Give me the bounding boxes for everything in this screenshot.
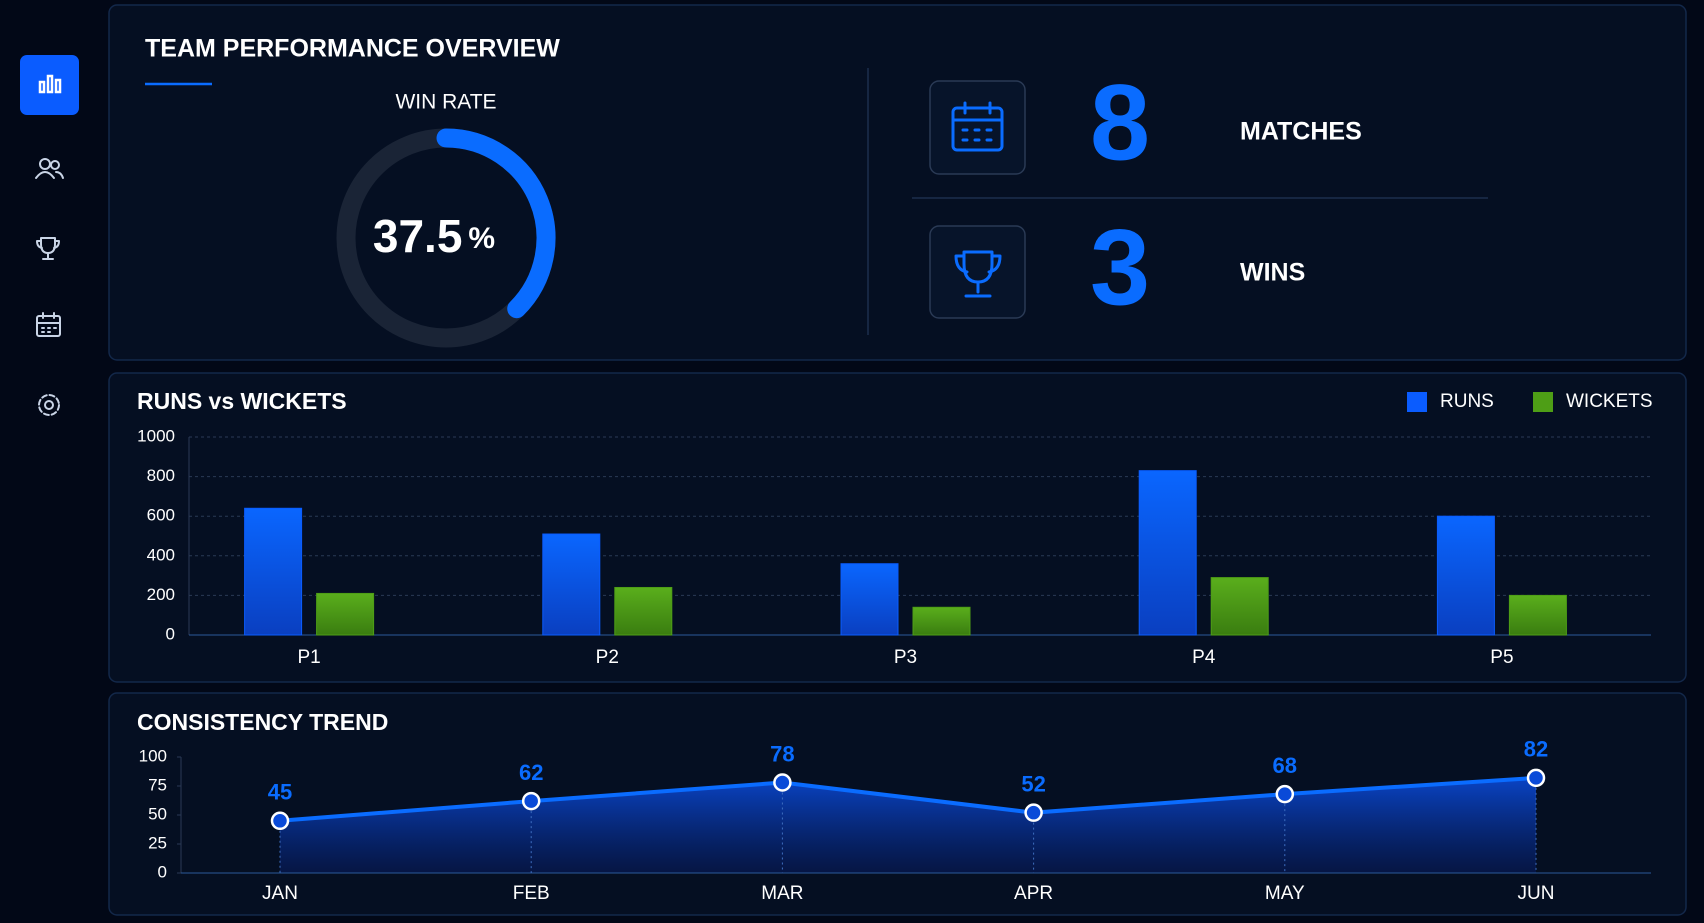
- gauge-unit: %: [468, 222, 495, 255]
- y-tick-label: 1000: [137, 426, 175, 445]
- x-tick-label: MAY: [1265, 883, 1305, 904]
- bar: [542, 533, 601, 636]
- x-tick-label: P4: [1192, 647, 1216, 668]
- legend-label: WICKETS: [1566, 391, 1653, 412]
- y-tick-label: 800: [147, 466, 175, 485]
- bar: [1436, 515, 1495, 636]
- x-tick-label: MAR: [761, 883, 803, 904]
- overview-title: TEAM PERFORMANCE OVERVIEW: [145, 35, 560, 63]
- kpi-label: WINS: [1240, 259, 1305, 287]
- x-tick-label: FEB: [513, 883, 550, 904]
- y-tick-label: 0: [166, 624, 175, 643]
- bar: [1508, 594, 1567, 636]
- calendar-icon: [951, 101, 1004, 152]
- gauge-arc: [436, 128, 556, 319]
- kpi-label: MATCHES: [1240, 118, 1362, 146]
- legend-label: RUNS: [1440, 391, 1494, 412]
- area: [280, 777, 1536, 873]
- gauge-title: WIN RATE: [395, 91, 496, 114]
- data-label: 78: [770, 741, 794, 766]
- line: [279, 775, 1537, 823]
- x-tick-label: P2: [596, 647, 619, 668]
- point: [773, 773, 792, 792]
- data-label: 52: [1021, 771, 1045, 796]
- point: [1275, 784, 1295, 804]
- bar: [1210, 577, 1269, 636]
- y-tick-label: 50: [148, 804, 167, 823]
- bar: [840, 563, 899, 636]
- y-tick-label: 400: [147, 545, 175, 564]
- y-tick-label: 75: [148, 775, 167, 794]
- x-tick-label: P3: [894, 647, 917, 668]
- x-tick-label: JUN: [1518, 883, 1555, 904]
- y-tick-label: 600: [147, 506, 175, 525]
- bar: [244, 507, 303, 636]
- y-tick-label: 100: [139, 746, 167, 765]
- sidebar: [20, 55, 79, 416]
- point: [1024, 803, 1043, 822]
- y-tick-label: 0: [158, 862, 167, 881]
- x-tick-label: P5: [1490, 647, 1513, 668]
- nav-calendar[interactable]: [36, 312, 61, 337]
- bar: [316, 592, 375, 636]
- data-label: 62: [519, 760, 543, 785]
- kpi-icon-box: [929, 80, 1026, 175]
- overview-panel: [108, 4, 1687, 361]
- bar: [614, 586, 673, 636]
- gauge-value: 37.5%: [373, 210, 495, 262]
- nav-dashboard-icon: [38, 74, 62, 94]
- data-label: 82: [1524, 737, 1548, 762]
- legend-swatch: [1533, 392, 1553, 412]
- x-tick-label: P1: [297, 647, 320, 668]
- nav-team[interactable]: [35, 158, 64, 179]
- data-label: 68: [1273, 753, 1297, 778]
- kpi-value: 3: [1090, 207, 1150, 328]
- y-tick-label: 25: [148, 833, 167, 852]
- data-label: 45: [268, 780, 292, 805]
- bar: [912, 606, 971, 636]
- bar: [1138, 470, 1197, 636]
- trophy-icon: [954, 250, 1002, 298]
- point: [521, 791, 541, 811]
- chart-title: CONSISTENCY TREND: [137, 709, 388, 735]
- nav-settings[interactable]: [38, 394, 60, 416]
- point: [1526, 768, 1546, 788]
- nav-dashboard[interactable]: [20, 55, 79, 115]
- chart-title: RUNS vs WICKETS: [137, 388, 347, 414]
- gauge-number: 37.5: [373, 210, 463, 262]
- legend-swatch: [1407, 392, 1427, 412]
- x-tick-label: APR: [1014, 883, 1053, 904]
- kpi-value: 8: [1090, 62, 1150, 183]
- x-tick-label: JAN: [262, 883, 298, 904]
- point: [270, 811, 290, 831]
- nav-trophy[interactable]: [36, 237, 60, 260]
- kpi-icon-box: [929, 225, 1026, 319]
- bar-panel: [108, 372, 1687, 683]
- y-tick-label: 200: [147, 585, 175, 604]
